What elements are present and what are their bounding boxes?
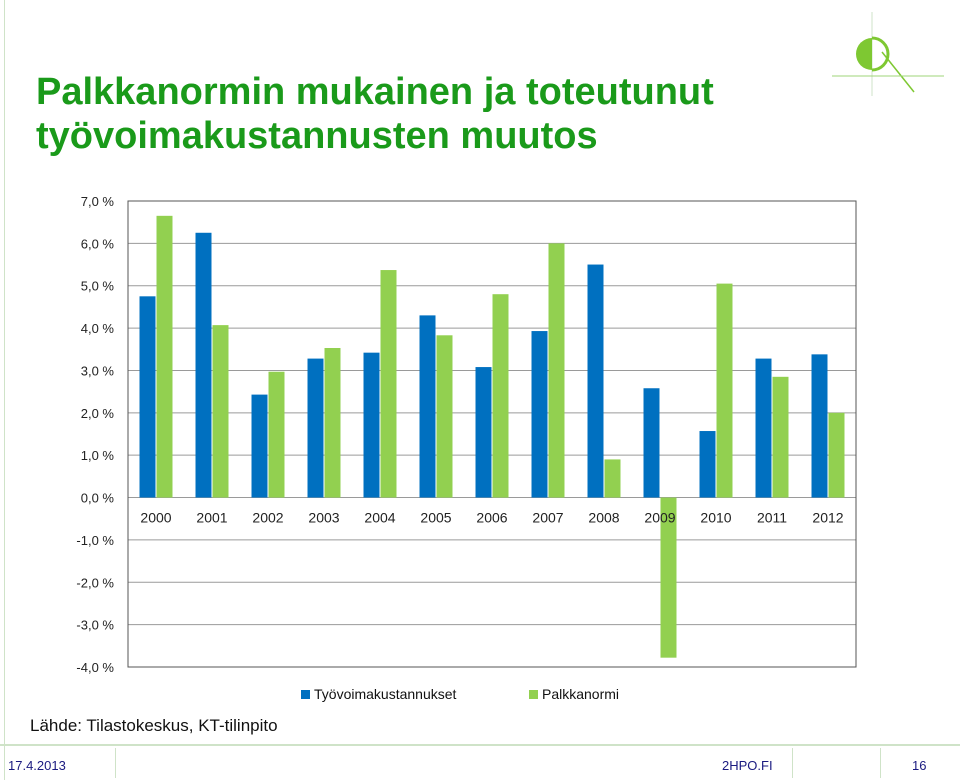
bar-tyovoimakustannukset-2005 bbox=[419, 315, 436, 498]
y-tick-label: 4,0 % bbox=[81, 321, 115, 336]
plot-area-border bbox=[127, 200, 857, 668]
y-tick-label: 3,0 % bbox=[81, 363, 115, 378]
legend-swatch-series-2 bbox=[529, 689, 538, 699]
bar-palkkanormi-2010 bbox=[716, 283, 733, 498]
y-tick-label: -4,0 % bbox=[76, 660, 114, 675]
footer-separator bbox=[880, 748, 881, 778]
bar-tyovoimakustannukset-2001 bbox=[195, 232, 212, 498]
y-tick-label: 6,0 % bbox=[81, 236, 115, 251]
bar-palkkanormi-2008 bbox=[604, 459, 621, 498]
footer-site-link[interactable]: 2HPO.FI bbox=[722, 758, 773, 773]
bar-palkkanormi-2005 bbox=[436, 335, 453, 498]
x-category-label: 2009 bbox=[644, 510, 675, 526]
footer-separator bbox=[792, 748, 793, 778]
y-tick-label: 1,0 % bbox=[81, 448, 115, 463]
y-tick-label: -2,0 % bbox=[76, 575, 114, 590]
x-category-label: 2007 bbox=[532, 510, 563, 526]
bar-tyovoimakustannukset-2003 bbox=[307, 358, 324, 498]
bar-palkkanormi-2001 bbox=[212, 325, 229, 498]
x-category-label: 2011 bbox=[757, 510, 787, 526]
bar-tyovoimakustannukset-2002 bbox=[251, 394, 268, 498]
bar-palkkanormi-2000 bbox=[156, 215, 173, 498]
x-category-label: 2005 bbox=[420, 510, 451, 526]
left-border-line bbox=[4, 0, 5, 780]
bar-tyovoimakustannukset-2011 bbox=[755, 358, 772, 498]
legend-label-series-2: Palkkanormi bbox=[542, 686, 620, 702]
page-number: 16 bbox=[912, 758, 927, 773]
x-category-label: 2012 bbox=[812, 510, 843, 526]
x-category-label: 2004 bbox=[364, 510, 395, 526]
bar-palkkanormi-2011 bbox=[772, 376, 789, 498]
x-category-label: 2002 bbox=[252, 510, 283, 526]
legend-item-series-1: Työvoimakustannukset bbox=[301, 686, 456, 702]
title-line-1: Palkkanormin mukainen ja toteutunut bbox=[36, 71, 714, 113]
bar-tyovoimakustannukset-2006 bbox=[475, 367, 492, 498]
chart-legend: Työvoimakustannukset Palkkanormi bbox=[0, 686, 960, 706]
source-note: Lähde: Tilastokeskus, KT-tilinpito bbox=[30, 716, 278, 735]
bar-palkkanormi-2004 bbox=[380, 270, 397, 498]
logo-icon bbox=[832, 12, 944, 96]
y-tick-label: 5,0 % bbox=[81, 279, 115, 294]
bar-palkkanormi-2002 bbox=[268, 371, 285, 498]
title-line-2: työvoimakustannusten muutos bbox=[36, 115, 598, 157]
bar-tyovoimakustannukset-2000 bbox=[139, 296, 156, 498]
y-axis-tick-labels: 7,0 % 6,0 % 5,0 % 4,0 % 3,0 % 2,0 % 1,0 % 0,0 %… bbox=[76, 194, 114, 675]
y-tick-label: 7,0 % bbox=[81, 194, 115, 209]
bars bbox=[139, 215, 845, 658]
legend-item-series-2: Palkkanormi bbox=[529, 686, 619, 702]
slide-title: Palkkanormin mukainen ja toteutunut työv… bbox=[36, 70, 714, 158]
legend-swatch-series-1 bbox=[301, 689, 310, 699]
x-category-label: 2006 bbox=[476, 510, 507, 526]
bar-chart: 7,0 % 6,0 % 5,0 % 4,0 % 3,0 % 2,0 % 1,0 % 0,0 %… bbox=[76, 194, 857, 675]
bar-palkkanormi-2007 bbox=[548, 243, 565, 498]
y-tick-label: -3,0 % bbox=[76, 618, 114, 633]
bar-tyovoimakustannukset-2009 bbox=[643, 388, 660, 498]
footer-date: 17.4.2013 bbox=[8, 758, 66, 773]
bar-palkkanormi-2009 bbox=[660, 497, 677, 658]
y-tick-label: 0,0 % bbox=[81, 491, 115, 506]
x-category-label: 2008 bbox=[588, 510, 619, 526]
footer-divider bbox=[0, 744, 960, 746]
bar-tyovoimakustannukset-2010 bbox=[699, 431, 716, 498]
footer-separator bbox=[115, 748, 116, 778]
gridlines bbox=[128, 200, 856, 668]
bar-tyovoimakustannukset-2012 bbox=[811, 354, 828, 498]
bar-palkkanormi-2012 bbox=[828, 412, 845, 498]
bar-palkkanormi-2006 bbox=[492, 294, 509, 498]
x-category-label: 2010 bbox=[700, 510, 731, 526]
y-tick-label: -1,0 % bbox=[76, 533, 114, 548]
x-category-label: 2001 bbox=[196, 510, 227, 526]
x-category-label: 2000 bbox=[140, 510, 171, 526]
y-tick-label: 2,0 % bbox=[81, 406, 115, 421]
x-category-label: 2003 bbox=[308, 510, 339, 526]
bar-tyovoimakustannukset-2007 bbox=[531, 331, 548, 498]
x-axis-category-labels: 2000 2001 2002 2003 2004 2005 2006 2007 2008 2009… bbox=[140, 510, 843, 526]
bar-palkkanormi-2003 bbox=[324, 348, 341, 498]
bar-tyovoimakustannukset-2008 bbox=[587, 264, 604, 498]
legend-label-series-1: Työvoimakustannukset bbox=[314, 686, 457, 702]
bar-tyovoimakustannukset-2004 bbox=[363, 352, 380, 498]
